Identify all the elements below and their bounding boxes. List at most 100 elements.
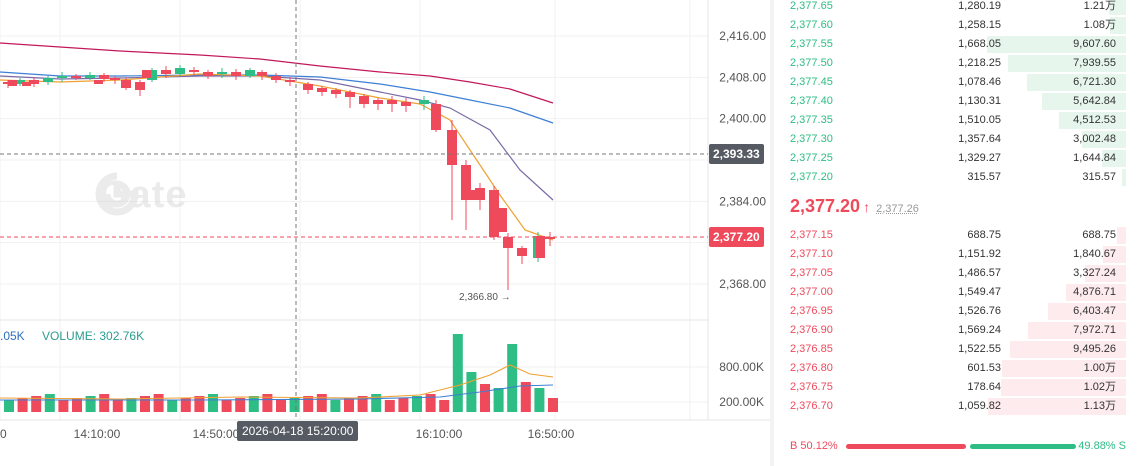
- bid-row[interactable]: 2,377.05 1,486.57 3,327.24: [774, 264, 1126, 283]
- bid-row[interactable]: 2,377.00 1,549.47 4,876.71: [774, 283, 1126, 302]
- ask-row[interactable]: 2,377.45 1,078.46 6,721.30: [774, 73, 1126, 92]
- bid-amount: 1,569.24: [958, 324, 1001, 336]
- ask-total: 4,512.53: [1073, 114, 1116, 126]
- volume-bar: [520, 382, 531, 412]
- mark-price[interactable]: 2,377.26: [876, 203, 919, 215]
- bid-row[interactable]: 2,377.10 1,151.92 1,840.67: [774, 245, 1126, 264]
- volume-bar: [85, 396, 96, 412]
- candle-down: [94, 80, 103, 84]
- volume-bar: [112, 400, 123, 412]
- ask-row[interactable]: 2,377.40 1,130.31 5,642.84: [774, 92, 1126, 111]
- volume-bar: [371, 394, 382, 412]
- candle-down: [99, 75, 109, 79]
- buy-ratio-bar: [846, 444, 966, 449]
- candle-down: [503, 237, 513, 248]
- ask-row[interactable]: 2,377.55 1,668.05 9,607.60: [774, 35, 1126, 54]
- candle-down: [470, 190, 479, 200]
- bid-depth-bar: [1103, 246, 1126, 263]
- ask-row[interactable]: 2,377.30 1,357.64 3,002.48: [774, 130, 1126, 149]
- ask-depth-bar: [1102, 150, 1126, 167]
- bid-amount: 1,526.76: [958, 305, 1001, 317]
- chart-canvas[interactable]: 2,416.00 2,408.00 2,400.00 2,384.00 2,368.00…: [0, 0, 770, 466]
- sell-ratio-bar: [970, 444, 1076, 449]
- ask-total: 6,721.30: [1073, 76, 1116, 88]
- gate-watermark-logo: Gate: [95, 172, 187, 218]
- bid-total: 1.13万: [1083, 400, 1116, 412]
- x-axis-tick-label: 16:10:00: [416, 427, 463, 441]
- bid-price: 2,377.15: [790, 229, 833, 241]
- bid-depth-bar: [1085, 265, 1126, 282]
- bid-row[interactable]: 2,377.15 688.75 688.75: [774, 226, 1126, 245]
- ask-amount: 1,280.19: [958, 0, 1001, 12]
- bid-row[interactable]: 2,376.95 1,526.76 6,403.47: [774, 302, 1126, 321]
- candlestick-chart[interactable]: 2,416.00 2,408.00 2,400.00 2,384.00 2,368.00…: [0, 0, 770, 466]
- ask-price: 2,377.35: [790, 114, 833, 126]
- candle-down: [203, 72, 213, 76]
- ask-total: 5,642.84: [1073, 95, 1116, 107]
- volume-bar: [126, 398, 137, 412]
- bid-total: 1.00万: [1083, 362, 1116, 374]
- ask-depth-bar: [1110, 17, 1126, 34]
- bid-row[interactable]: 2,376.85 1,522.55 9,495.26: [774, 340, 1126, 359]
- volume-bar: [548, 398, 558, 412]
- candle-up: [419, 100, 429, 104]
- volume-legend: .05K VOLUME: 302.76K: [0, 329, 144, 343]
- bid-depth-bar: [1002, 360, 1126, 377]
- order-book[interactable]: 2,377.65 1,280.19 1.21万 2,377.60 1,258.15 1.0…: [774, 0, 1142, 466]
- y-axis-tick-label: 2,400.00: [719, 112, 766, 126]
- volume-value: VOLUME: 302.76K: [42, 329, 145, 343]
- ask-row[interactable]: 2,377.65 1,280.19 1.21万: [774, 0, 1126, 16]
- bid-row[interactable]: 2,376.75 178.64 1.02万: [774, 378, 1126, 397]
- watermark-text: Gate: [99, 173, 188, 216]
- ask-row[interactable]: 2,377.50 1,218.25 7,939.55: [774, 54, 1126, 73]
- bid-price: 2,376.80: [790, 362, 833, 374]
- bid-row[interactable]: 2,376.70 1,059.82 1.13万: [774, 397, 1126, 416]
- ask-total: 3,002.48: [1073, 133, 1116, 145]
- ask-row[interactable]: 2,377.60 1,258.15 1.08万: [774, 16, 1126, 35]
- ask-amount: 1,130.31: [958, 95, 1001, 107]
- ask-row[interactable]: 2,377.20 315.57 315.57: [774, 168, 1126, 187]
- ask-depth-bar: [1059, 112, 1126, 129]
- candle-down: [231, 72, 241, 76]
- bid-price: 2,377.00: [790, 286, 833, 298]
- panel-separator: [770, 0, 774, 466]
- volume-bar: [507, 344, 518, 412]
- ask-total: 1.08万: [1083, 19, 1116, 31]
- volume-bar: [398, 398, 409, 412]
- bid-row[interactable]: 2,376.90 1,569.24 7,972.71: [774, 321, 1126, 340]
- bid-row[interactable]: 2,376.80 601.53 1.00万: [774, 359, 1126, 378]
- last-price-tag: 2,377.20: [709, 227, 764, 247]
- ask-row[interactable]: 2,377.35 1,510.05 4,512.53: [774, 111, 1126, 130]
- ask-depth-bar: [987, 36, 1126, 53]
- volume-bar: [276, 400, 286, 412]
- candle-up: [147, 70, 157, 80]
- ask-depth-bar: [1109, 0, 1126, 15]
- volume-ma-value: .05K: [0, 329, 25, 343]
- ask-depth-bar: [1008, 55, 1126, 72]
- gate-logo-icon: [95, 172, 139, 216]
- volume-bar: [330, 400, 341, 412]
- ma-line-long: [0, 42, 554, 104]
- candle-up: [15, 80, 25, 84]
- volume-bar: [58, 400, 69, 412]
- bid-total: 6,403.47: [1073, 305, 1116, 317]
- ask-amount: 1,218.25: [958, 57, 1001, 69]
- candle-down: [135, 82, 145, 90]
- bid-price: 2,376.95: [790, 305, 833, 317]
- candle-down: [517, 248, 527, 256]
- y-axis-tick-label: 2,416.00: [719, 29, 766, 43]
- candle-down: [489, 190, 499, 237]
- buy-sell-ratio: B 50.12% 49.88% S: [790, 440, 1126, 454]
- x-axis-tick-label: 0: [0, 427, 7, 441]
- volume-bar: [344, 398, 354, 412]
- y-axis-tick-label: 2,384.00: [719, 194, 766, 208]
- volume-bar: [194, 396, 205, 412]
- bid-total: 1.02万: [1083, 381, 1116, 393]
- bid-total: 7,972.71: [1073, 324, 1116, 336]
- candle-down: [257, 72, 267, 76]
- bid-depth-bar: [1001, 379, 1126, 396]
- bid-amount: 1,549.47: [958, 286, 1001, 298]
- volume-axis-tick-label: 200.00K: [719, 395, 764, 409]
- volume-bar: [167, 400, 178, 412]
- ask-row[interactable]: 2,377.25 1,329.27 1,644.84: [774, 149, 1126, 168]
